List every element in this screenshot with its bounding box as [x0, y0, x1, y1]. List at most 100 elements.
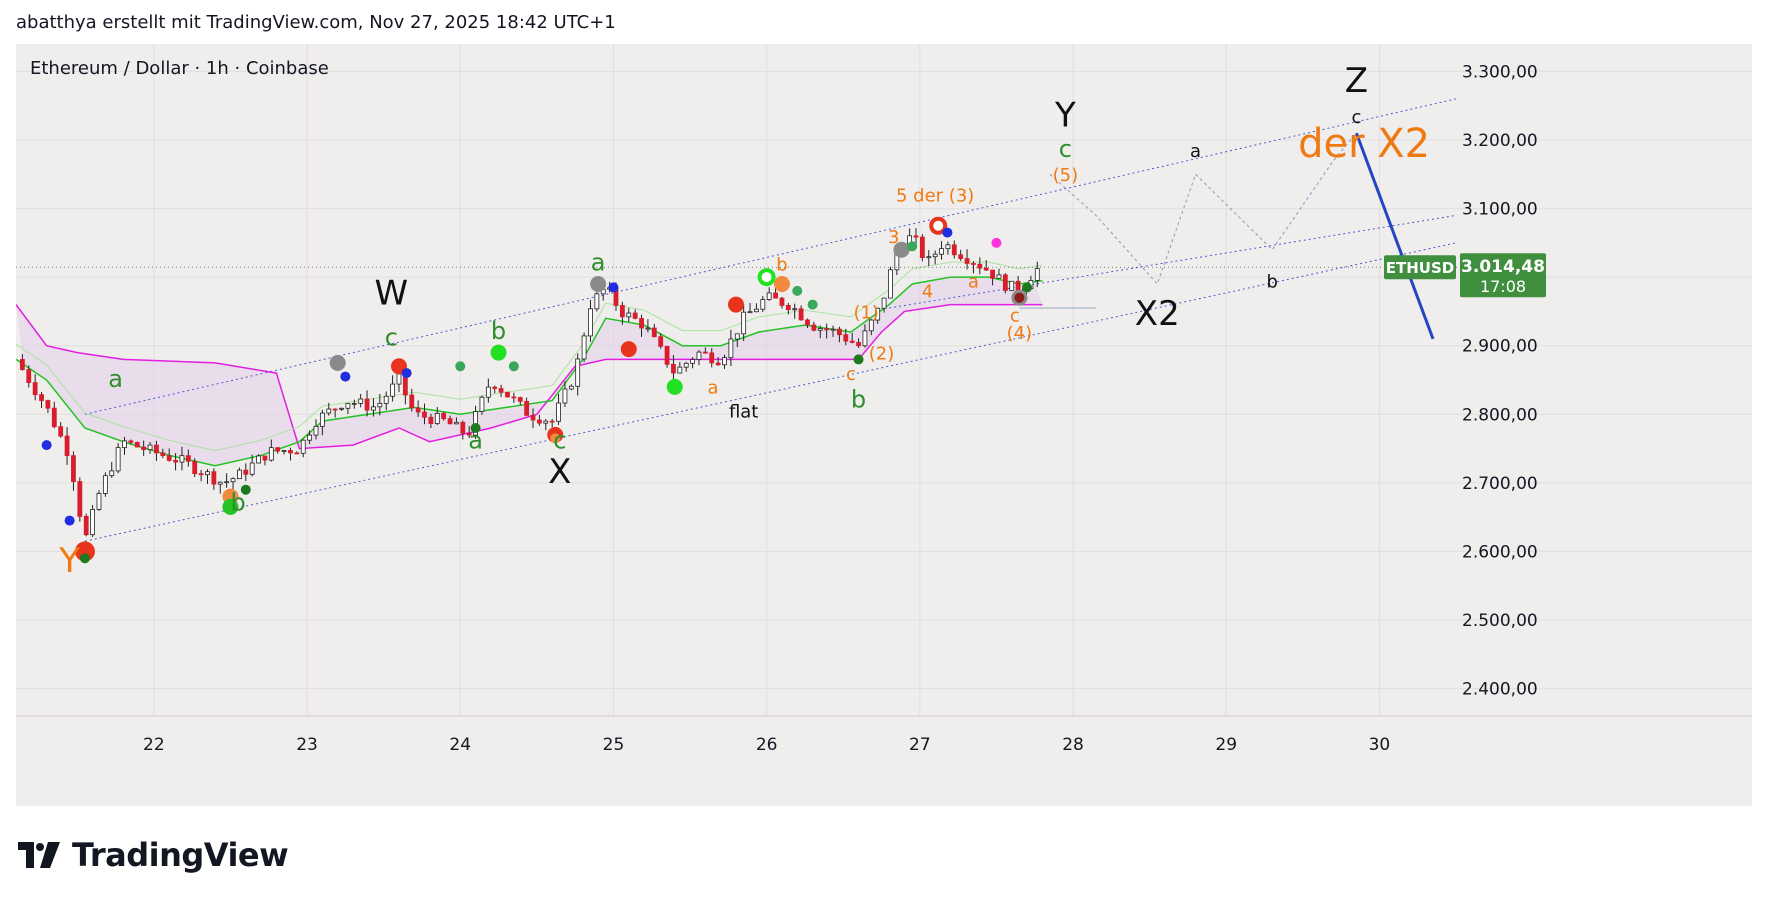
candle-down [466, 432, 472, 436]
candle-up [319, 412, 325, 427]
candles [16, 228, 1476, 537]
candle-down [134, 441, 140, 448]
tradingview-wordmark: TradingView [72, 836, 289, 874]
candle-up [677, 366, 683, 374]
signal-marker [991, 237, 1002, 248]
candle-down [837, 328, 842, 336]
candle-up [96, 493, 102, 510]
price-axis-label: 3.300,00 [1462, 62, 1538, 82]
candle-down [913, 235, 919, 238]
forecast-line [1355, 132, 1435, 340]
wave-label: Z [1345, 61, 1368, 101]
candle-up [1009, 280, 1015, 291]
candle-down [19, 359, 25, 370]
candle-up [817, 328, 823, 331]
candle-down [524, 400, 530, 416]
candle-down [447, 418, 453, 425]
wave-label: a [1190, 141, 1201, 162]
signal-marker [620, 341, 637, 358]
last-price-value: 3.014,48 [1461, 257, 1545, 277]
candle-down [664, 345, 670, 365]
wave-label: a [468, 427, 483, 455]
time-axis-label: 22 [143, 735, 165, 755]
snapshot-credit: abatthya erstellt mit TradingView.com, N… [16, 12, 616, 33]
wave-label: a [968, 271, 979, 292]
wave-label: b [491, 317, 506, 345]
wave-label: Y [58, 541, 80, 581]
candle-down [530, 415, 536, 421]
candle-up [747, 311, 753, 314]
candle-up [932, 253, 938, 258]
tradingview-logo-icon [18, 842, 60, 868]
candle-down [45, 400, 51, 409]
candle-up [766, 292, 772, 300]
candle-up [875, 307, 881, 321]
candle-up [179, 455, 185, 463]
wave-label: 5 der (3) [896, 186, 974, 207]
signal-marker [222, 498, 239, 515]
candle-up [588, 308, 593, 337]
candle-down [58, 426, 64, 437]
candle-up [358, 398, 364, 404]
candle-up [734, 333, 740, 340]
price-axis-label: 3.200,00 [1462, 131, 1538, 151]
cloud-fill [16, 277, 1043, 466]
candle-up [485, 386, 491, 398]
candle-down [983, 267, 989, 271]
candle-down [71, 455, 76, 482]
wave-label: a [591, 248, 606, 276]
candle-down [243, 469, 249, 475]
candle-up [307, 434, 313, 441]
candle-up [390, 383, 395, 397]
candle-down [185, 455, 191, 462]
candle-down [294, 452, 300, 455]
candle-up [102, 475, 108, 494]
candle-down [262, 455, 268, 461]
wave-label: a [708, 378, 719, 399]
signal-marker [1014, 292, 1025, 303]
candle-up [256, 455, 261, 464]
candle-down [632, 312, 638, 319]
time-axis-label: 28 [1062, 735, 1084, 755]
candle-up [830, 328, 836, 331]
candle-down [843, 334, 849, 342]
signal-marker [807, 299, 818, 310]
candle-down [192, 460, 198, 475]
candle-up [268, 447, 274, 461]
price-axis-label: 2.500,00 [1462, 611, 1538, 631]
candle-up [313, 425, 319, 436]
candle-up [90, 509, 95, 536]
candle-up [339, 407, 344, 410]
candle-down [702, 351, 708, 354]
candle-up [556, 402, 561, 422]
wave-label: X [548, 452, 571, 492]
candle-down [779, 297, 785, 306]
candle-up [575, 358, 581, 387]
signal-marker [942, 227, 953, 238]
tradingview-logo[interactable]: TradingView [18, 836, 289, 874]
candle-down [805, 319, 810, 326]
candle-down [971, 263, 976, 265]
candle-up [792, 308, 798, 311]
candle-down [639, 318, 644, 329]
candle-down [658, 336, 664, 347]
candle-down [785, 305, 791, 311]
wave-label: 3 [888, 227, 899, 248]
candle-down [128, 440, 134, 443]
candle-down [64, 435, 70, 457]
candle-down [651, 327, 657, 338]
channel-lower [84, 242, 1457, 542]
candle-down [422, 411, 427, 418]
wave-label: X2 [1135, 294, 1180, 334]
candle-down [492, 386, 498, 389]
candle-down [958, 254, 964, 259]
wave-label: (1) [853, 302, 879, 323]
candle-down [856, 341, 861, 347]
candle-up [760, 299, 766, 310]
candle-up [754, 308, 759, 313]
candle-down [811, 324, 817, 331]
candle-down [990, 269, 995, 279]
candle-up [926, 256, 932, 259]
